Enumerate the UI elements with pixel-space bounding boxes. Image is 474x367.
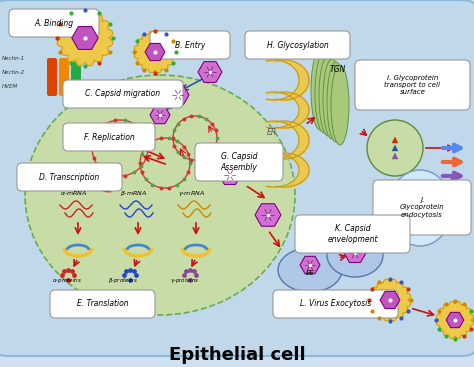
FancyBboxPatch shape [47, 76, 57, 87]
FancyBboxPatch shape [63, 80, 183, 108]
Polygon shape [344, 243, 366, 262]
FancyBboxPatch shape [59, 76, 69, 87]
FancyBboxPatch shape [355, 60, 470, 110]
Text: G. Capsid
Assembly: G. Capsid Assembly [220, 152, 257, 172]
Text: $\alpha$-mRNA: $\alpha$-mRNA [60, 189, 87, 197]
Text: HVEM: HVEM [2, 84, 18, 88]
Text: Nectin-2: Nectin-2 [2, 69, 25, 75]
Text: $\beta$-mRNA: $\beta$-mRNA [120, 189, 147, 198]
Text: Epithelial cell: Epithelial cell [169, 346, 305, 364]
FancyBboxPatch shape [59, 85, 69, 96]
FancyBboxPatch shape [71, 85, 81, 96]
Polygon shape [437, 301, 474, 338]
Text: Nectin-1: Nectin-1 [2, 55, 25, 61]
Ellipse shape [25, 75, 295, 315]
Ellipse shape [315, 53, 333, 133]
Text: A. Binding: A. Binding [35, 18, 73, 28]
Ellipse shape [319, 56, 337, 136]
Polygon shape [219, 166, 241, 185]
Ellipse shape [278, 248, 342, 292]
Text: F. Replication: F. Replication [83, 132, 134, 142]
Text: ER: ER [267, 128, 277, 137]
Polygon shape [380, 291, 400, 309]
Text: B. Entry: B. Entry [175, 40, 205, 50]
FancyBboxPatch shape [50, 290, 155, 318]
Text: D. Transcription: D. Transcription [39, 172, 100, 182]
Ellipse shape [331, 65, 349, 145]
Polygon shape [134, 31, 176, 73]
Text: $\alpha$-proteins: $\alpha$-proteins [52, 276, 82, 285]
Text: $\gamma$-proteins: $\gamma$-proteins [170, 276, 200, 285]
FancyBboxPatch shape [47, 85, 57, 96]
Ellipse shape [388, 170, 452, 246]
FancyBboxPatch shape [17, 163, 122, 191]
Ellipse shape [327, 62, 345, 142]
FancyBboxPatch shape [9, 9, 99, 37]
FancyBboxPatch shape [47, 58, 57, 69]
Text: H. Glycosylation: H. Glycosylation [266, 40, 328, 50]
Polygon shape [255, 204, 281, 226]
FancyBboxPatch shape [59, 58, 69, 69]
Ellipse shape [327, 233, 383, 277]
Polygon shape [300, 256, 320, 274]
Text: EE: EE [306, 270, 314, 276]
Text: C. Capsid migration: C. Capsid migration [85, 90, 161, 98]
Polygon shape [198, 62, 222, 83]
Text: $\gamma$-mRNA: $\gamma$-mRNA [178, 189, 205, 198]
FancyBboxPatch shape [59, 67, 69, 78]
FancyBboxPatch shape [71, 76, 81, 87]
Polygon shape [72, 26, 98, 50]
FancyBboxPatch shape [195, 143, 283, 181]
Text: TGN: TGN [330, 65, 346, 74]
Ellipse shape [323, 59, 341, 139]
Text: J.
Glycoprotein
endocytosis: J. Glycoprotein endocytosis [400, 197, 444, 218]
Text: L. Virus Exocytosis: L. Virus Exocytosis [300, 299, 371, 309]
Text: I. Glycoprotein
transport to cell
surface: I. Glycoprotein transport to cell surfac… [384, 75, 440, 95]
Polygon shape [145, 43, 165, 61]
Text: E. Translation: E. Translation [77, 299, 128, 309]
FancyBboxPatch shape [273, 290, 398, 318]
Polygon shape [167, 86, 189, 105]
FancyBboxPatch shape [71, 58, 81, 69]
Polygon shape [57, 10, 113, 66]
FancyBboxPatch shape [245, 31, 350, 59]
Ellipse shape [311, 50, 329, 130]
FancyBboxPatch shape [63, 123, 155, 151]
Ellipse shape [367, 120, 423, 176]
FancyBboxPatch shape [373, 180, 471, 235]
FancyBboxPatch shape [0, 0, 474, 356]
Text: K. Capsid
envelopment: K. Capsid envelopment [327, 224, 378, 244]
Polygon shape [150, 106, 170, 124]
Text: $\beta$-proteins: $\beta$-proteins [108, 276, 138, 285]
FancyBboxPatch shape [150, 31, 230, 59]
FancyBboxPatch shape [71, 67, 81, 78]
Polygon shape [369, 279, 411, 321]
Polygon shape [446, 312, 464, 328]
FancyBboxPatch shape [47, 67, 57, 78]
FancyBboxPatch shape [295, 215, 410, 253]
